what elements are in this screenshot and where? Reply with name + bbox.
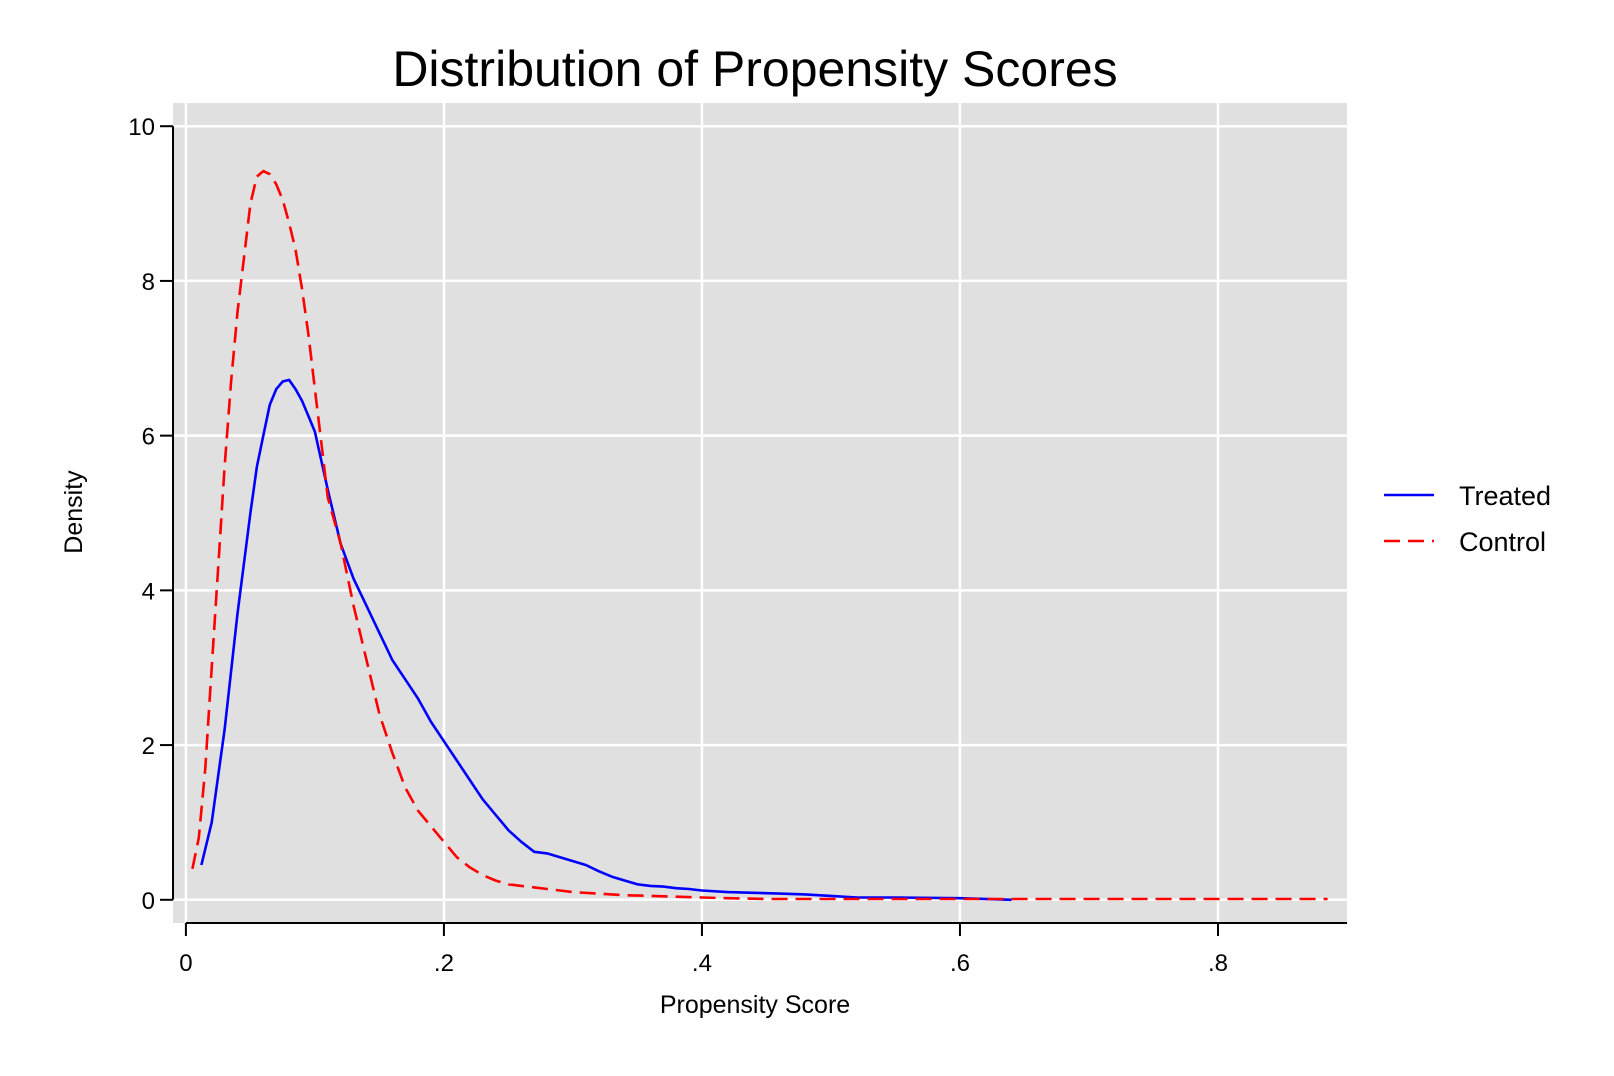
y-tick-label: 2 <box>142 733 155 760</box>
x-axis-label: Propensity Score <box>660 991 850 1019</box>
x-tick-label: 0 <box>179 950 192 977</box>
chart-title: Distribution of Propensity Scores <box>392 41 1117 97</box>
y-axis-label: Density <box>60 470 88 554</box>
y-tick-label: 0 <box>142 888 155 915</box>
x-tick-label: .6 <box>950 950 970 977</box>
series-lines <box>191 169 1328 902</box>
plot-area <box>173 103 1347 923</box>
series-line-treated <box>200 378 1012 902</box>
x-tick-label: .8 <box>1208 950 1228 977</box>
x-tick-label: .2 <box>434 950 454 977</box>
x-tick-label: .4 <box>692 950 712 977</box>
legend: Treated Control <box>1384 481 1551 557</box>
y-tick-label: 6 <box>142 424 155 451</box>
y-tick-label: 8 <box>142 269 155 296</box>
legend-label-treated: Treated <box>1459 481 1551 511</box>
legend-label-control: Control <box>1459 527 1546 557</box>
y-tick-label: 4 <box>142 578 155 605</box>
y-tick-label: 10 <box>128 114 155 141</box>
axes: 0 2 4 6 8 10 0 .2 .4 .6 .8 <box>128 114 1347 977</box>
series-line-control <box>191 169 1328 901</box>
gridlines <box>173 103 1347 923</box>
